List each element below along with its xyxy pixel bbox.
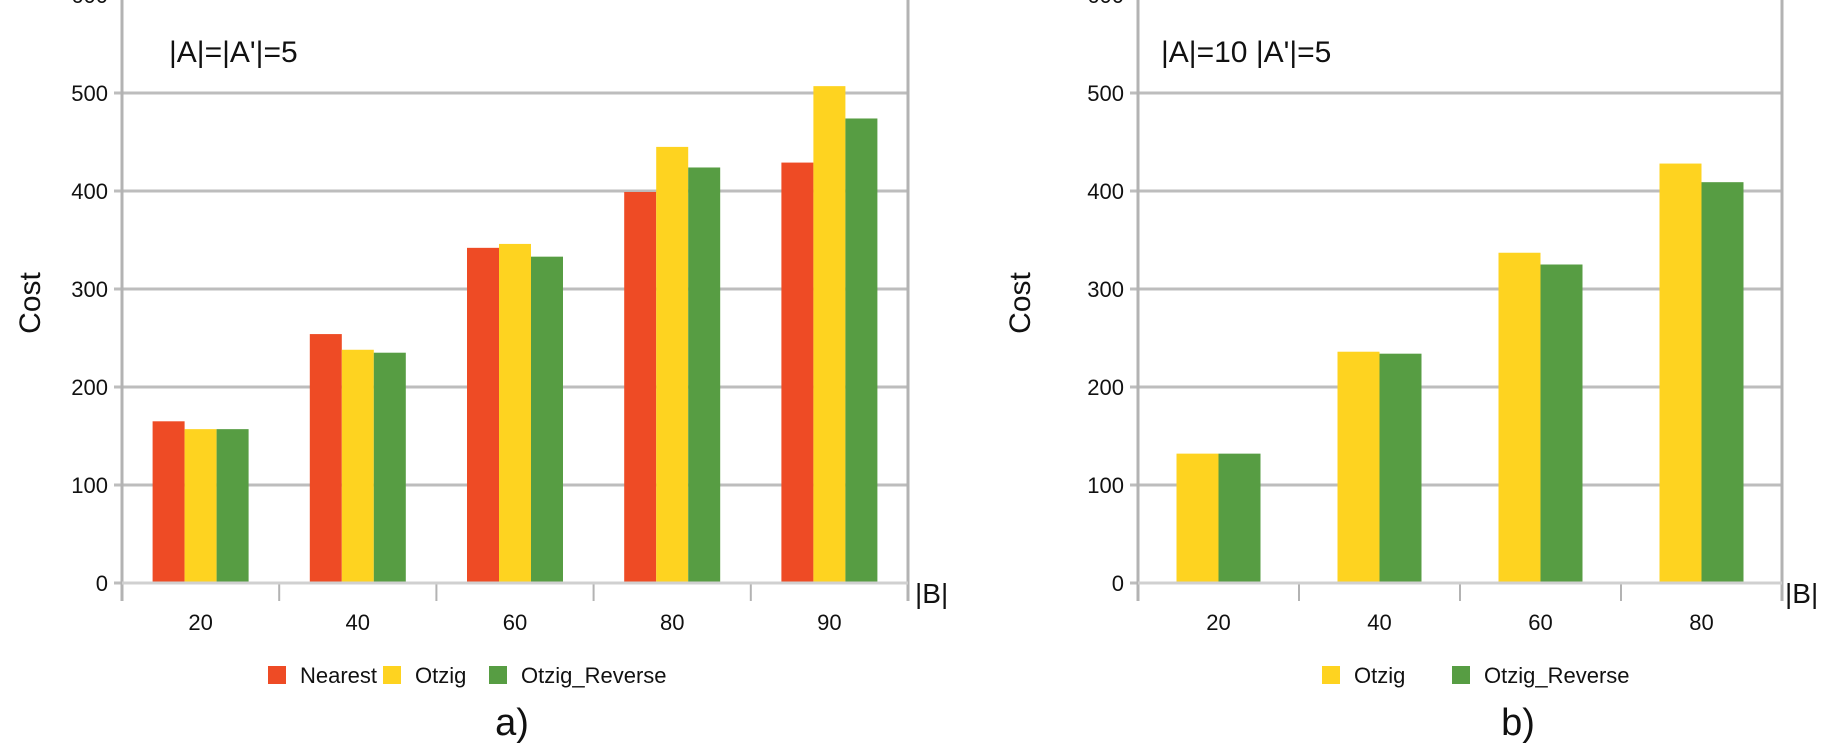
panel-label: b): [1501, 702, 1535, 744]
bar-otzig-90: [813, 86, 846, 583]
y-tick-label: 500: [1087, 81, 1124, 106]
x-tick-label: 40: [346, 610, 370, 635]
y-tick-label: 200: [1087, 375, 1124, 400]
bar-otzig-reverse-40: [1379, 353, 1422, 583]
bar-otzig-20: [184, 429, 217, 583]
x-tick-label: 20: [1206, 610, 1230, 635]
bar-otzig-reverse-20: [216, 429, 249, 583]
y-tick-label: 600: [71, 0, 108, 8]
bar-nearest-90: [781, 162, 814, 583]
y-tick-label: 0: [1112, 571, 1124, 596]
bar-otzig-80: [1659, 163, 1702, 583]
bar-otzig-reverse-60: [1540, 264, 1583, 583]
x-axis-label: |B|: [1785, 578, 1818, 609]
y-tick-label: 0: [96, 571, 108, 596]
bar-nearest-80: [624, 191, 657, 584]
x-axis-label: |B|: [915, 578, 948, 609]
x-tick-label: 60: [1528, 610, 1552, 635]
y-tick-label: 300: [1087, 277, 1124, 302]
legend-label: Nearest: [300, 663, 377, 688]
legend-swatch: [489, 666, 507, 684]
legend-swatch: [1322, 666, 1340, 684]
y-tick-label: 400: [1087, 179, 1124, 204]
bar-otzig-40: [341, 349, 374, 583]
x-tick-label: 20: [188, 610, 212, 635]
y-tick-label: 100: [71, 473, 108, 498]
bar-otzig-reverse-20: [1218, 453, 1261, 583]
bar-otzig-reverse-80: [1701, 182, 1744, 583]
bar-nearest-40: [309, 334, 342, 583]
legend-swatch: [383, 666, 401, 684]
bar-otzig-80: [656, 146, 689, 583]
bar-otzig-20: [1176, 453, 1219, 583]
x-tick-label: 90: [817, 610, 841, 635]
y-axis-label: Cost: [14, 271, 47, 333]
legend-label: Otzig_Reverse: [521, 663, 667, 688]
bar-otzig-reverse-60: [531, 256, 563, 583]
legend-swatch: [1452, 666, 1470, 684]
bar-nearest-20: [152, 421, 185, 583]
legend-label: Otzig: [1354, 663, 1405, 688]
legend-swatch: [268, 666, 286, 684]
y-tick-label: 500: [71, 81, 108, 106]
legend-label: Otzig_Reverse: [1484, 663, 1630, 688]
x-tick-label: 40: [1367, 610, 1391, 635]
bar-otzig-reverse-80: [688, 167, 721, 584]
y-tick-label: 600: [1087, 0, 1124, 8]
y-axis-label: Cost: [1004, 271, 1037, 333]
bar-otzig-40: [1337, 351, 1380, 583]
x-tick-label: 80: [1689, 610, 1713, 635]
y-tick-label: 300: [71, 277, 108, 302]
bar-otzig-60: [1498, 252, 1541, 584]
y-tick-label: 200: [71, 375, 108, 400]
y-tick-label: 400: [71, 179, 108, 204]
y-tick-label: 100: [1087, 473, 1124, 498]
legend-label: Otzig: [415, 663, 466, 688]
annotation: |A|=10 |A'|=5: [1161, 36, 1331, 69]
x-tick-label: 80: [660, 610, 684, 635]
panel-label: a): [495, 702, 529, 744]
bar-otzig-60: [499, 243, 531, 584]
bar-otzig-reverse-90: [845, 118, 878, 583]
bar-nearest-60: [467, 247, 499, 583]
x-tick-label: 60: [503, 610, 527, 635]
annotation: |A|=|A'|=5: [169, 36, 298, 69]
bar-otzig-reverse-40: [373, 352, 406, 583]
